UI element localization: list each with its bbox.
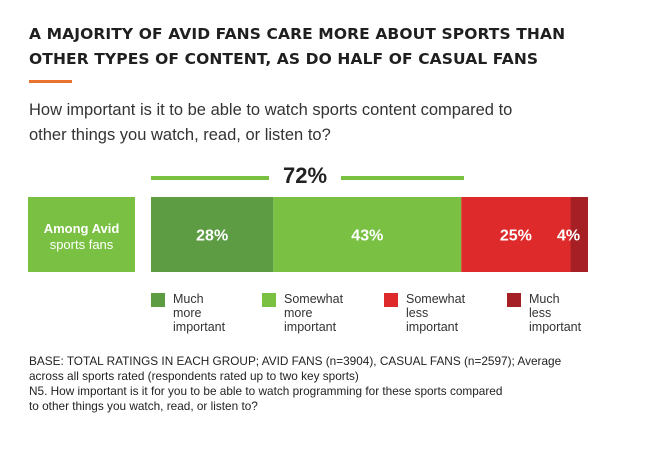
bar-segment-much-more <box>151 197 274 272</box>
legend-swatch-somewhat-more <box>262 293 276 307</box>
legend-item-much-more: Much more important <box>151 292 225 334</box>
bar-segment-somewhat-more <box>273 197 462 272</box>
legend-label-somewhat-more: Somewhat more important <box>284 292 343 334</box>
bracket-line-left <box>151 176 269 180</box>
bracket-total-label: 72% <box>282 163 328 188</box>
group-label-box: Among Avid sports fans <box>28 197 135 272</box>
footnote: BASE: TOTAL RATINGS IN EACH GROUP; AVID … <box>29 354 629 414</box>
title-accent-line <box>29 80 72 83</box>
legend-label-somewhat-less: Somewhat less important <box>406 292 465 334</box>
legend-item-somewhat-less: Somewhat less important <box>384 292 465 334</box>
chart-subtitle: How important is it to be able to watch … <box>29 98 589 148</box>
legend-label-much-more: Much more important <box>173 292 225 334</box>
legend-swatch-somewhat-less <box>384 293 398 307</box>
legend-text-line: less <box>406 306 429 320</box>
footnote-line-1: BASE: TOTAL RATINGS IN EACH GROUP; AVID … <box>29 354 562 368</box>
bar-label-somewhat-more: 43% <box>351 228 383 245</box>
legend-text-line: less <box>529 306 552 320</box>
chart-title: A MAJORITY OF AVID FANS CARE MORE ABOUT … <box>29 22 629 72</box>
bar-label-much-less: 4% <box>557 228 580 245</box>
footnote-line-4: to other things you watch, read, or list… <box>29 399 258 413</box>
legend-text-line: more <box>173 306 202 320</box>
bar-label-somewhat-less: 25% <box>500 228 532 245</box>
title-line-1: A MAJORITY OF AVID FANS CARE MORE ABOUT … <box>29 25 566 43</box>
subtitle-line-2: other things you watch, read, or listen … <box>29 126 331 144</box>
chart-legend: Much more important Somewhat more import… <box>0 292 654 342</box>
group-label-line-1: Among Avid <box>43 221 120 236</box>
legend-text-line: important <box>284 320 337 334</box>
legend-swatch-much-more <box>151 293 165 307</box>
footnote-line-2: across all sports rated (respondents rat… <box>29 369 359 383</box>
legend-text-line: important <box>173 320 226 334</box>
legend-text-line: important <box>529 320 582 334</box>
legend-text-line: more <box>284 306 313 320</box>
group-label-line-2: sports fans <box>49 237 114 252</box>
legend-item-much-less: Much less important <box>507 292 581 334</box>
legend-text-line: Much <box>173 292 204 306</box>
footnote-line-3: N5. How important is it for you to be ab… <box>29 384 503 398</box>
bar-segment-somewhat-less <box>461 197 571 272</box>
bar-label-much-more: 28% <box>196 228 228 245</box>
legend-label-much-less: Much less important <box>529 292 581 334</box>
bar-segment-much-less <box>570 197 588 272</box>
legend-text-line: Much <box>529 292 560 306</box>
bracket-line-right <box>341 176 464 180</box>
title-line-2: OTHER TYPES OF CONTENT, AS DO HALF OF CA… <box>29 50 539 68</box>
legend-swatch-much-less <box>507 293 521 307</box>
legend-text-line: Somewhat <box>406 292 466 306</box>
legend-item-somewhat-more: Somewhat more important <box>262 292 343 334</box>
legend-text-line: Somewhat <box>284 292 344 306</box>
legend-text-line: important <box>406 320 459 334</box>
subtitle-line-1: How important is it to be able to watch … <box>29 101 513 119</box>
